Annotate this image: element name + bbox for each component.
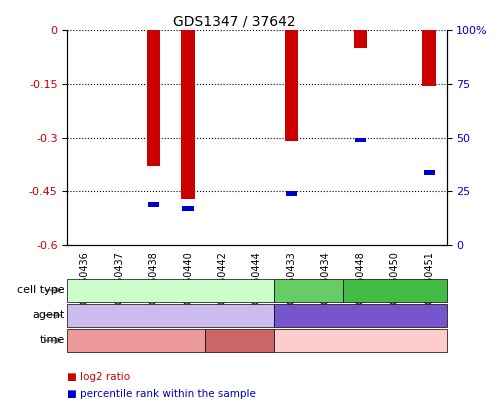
- Bar: [284, 30, 298, 141]
- Bar: [424, 170, 435, 175]
- Text: control: control: [341, 335, 380, 345]
- Bar: [147, 30, 161, 166]
- Text: adult liver: adult liver: [367, 285, 423, 295]
- Bar: [353, 30, 367, 48]
- Text: MSC: MSC: [159, 285, 183, 295]
- Text: 6 h: 6 h: [128, 335, 145, 345]
- Text: DMSO/BHA: DMSO/BHA: [140, 310, 202, 320]
- Text: agent: agent: [32, 310, 65, 320]
- Text: cell type: cell type: [17, 285, 65, 295]
- Text: time: time: [39, 335, 65, 345]
- Bar: [181, 30, 195, 198]
- Bar: [355, 138, 366, 142]
- Bar: [148, 202, 159, 207]
- Bar: [423, 30, 436, 86]
- Text: control: control: [341, 310, 380, 320]
- Bar: [285, 191, 297, 196]
- Text: ■ log2 ratio: ■ log2 ratio: [67, 373, 131, 382]
- Text: GDS1347 / 37642: GDS1347 / 37642: [173, 14, 296, 28]
- Bar: [182, 207, 194, 211]
- Text: ■ percentile rank within the sample: ■ percentile rank within the sample: [67, 390, 256, 399]
- Text: 48 h: 48 h: [228, 335, 252, 345]
- Text: fetal brain: fetal brain: [280, 285, 337, 295]
